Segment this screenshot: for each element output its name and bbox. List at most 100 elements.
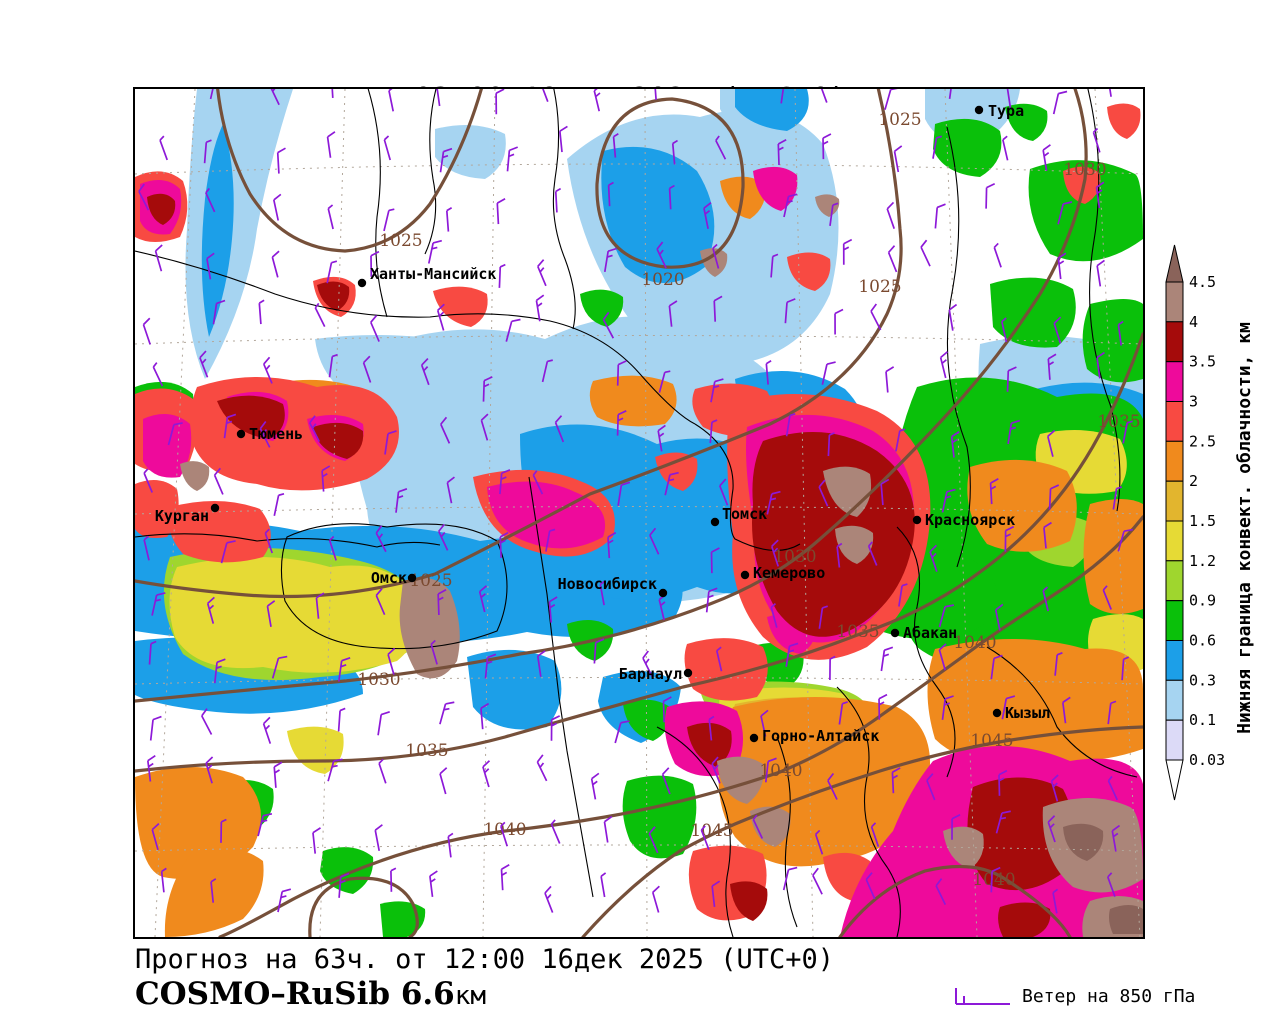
colorbar-tick: 0.6 — [1189, 632, 1216, 650]
wind-barb — [884, 89, 900, 110]
wind-barb — [1121, 656, 1130, 681]
map-canvas: 1020 1025 1025 1025 1025 1030 1030 1030 1035 1035… — [133, 87, 1145, 939]
cloud-base-blob — [143, 414, 192, 478]
isobar-label: 1035 — [836, 622, 879, 642]
city-label-Барнаул: Барнаул — [619, 665, 682, 683]
wind-barb — [941, 488, 956, 513]
wind-barb — [657, 424, 666, 452]
wind-barb — [437, 588, 447, 616]
wind-barb — [710, 547, 720, 574]
wind-barb — [812, 867, 823, 895]
city-markers: Тура Ханты-Мансийск Тюмень Курган Омск Новоси… — [155, 102, 1050, 745]
wind-barb — [205, 187, 216, 213]
wind-barb — [766, 490, 781, 515]
wind-barb — [167, 422, 183, 446]
wind-barb — [898, 583, 908, 607]
cloud-base-blob — [815, 194, 840, 217]
wind-barb — [395, 488, 408, 513]
city-dot-Красноярск — [912, 515, 922, 525]
wind-barb — [499, 469, 511, 495]
wind-barb — [276, 147, 286, 174]
wind-barbs-850hpa — [138, 89, 1134, 914]
wind-barb — [1007, 419, 1021, 445]
wind-barb — [205, 756, 214, 784]
wind-barb — [602, 311, 615, 339]
wind-barb-icon — [955, 988, 1010, 1005]
wind-barb — [671, 139, 678, 165]
wind-barb — [939, 351, 949, 379]
isobar-label: 1025 — [878, 110, 921, 130]
wind-barb — [439, 147, 453, 173]
colorbar-segment — [1165, 361, 1184, 402]
wind-barb — [1047, 353, 1057, 380]
wind-barb — [603, 815, 613, 843]
colorbar-segment — [1165, 679, 1184, 721]
cloud-base-blob — [1107, 103, 1141, 139]
wind-barb — [484, 653, 497, 679]
wind-barb — [617, 481, 631, 506]
wind-barb — [309, 415, 321, 442]
wind-barb — [445, 207, 453, 232]
wind-barb — [337, 657, 351, 682]
colorbar-segment — [1165, 520, 1184, 562]
wind-barb — [705, 587, 718, 613]
wind-barb — [138, 183, 150, 211]
cloud-base-blob — [217, 395, 285, 439]
wind-barb — [427, 239, 442, 264]
cloud-base-blob — [787, 252, 831, 291]
wind-barb — [273, 492, 285, 516]
cloud-base-blob — [684, 638, 768, 701]
wind-barb — [661, 767, 671, 795]
wind-barb — [273, 193, 282, 221]
wind-barb — [199, 350, 209, 378]
city-label-Томск: Томск — [722, 505, 767, 523]
wind-barb — [440, 416, 451, 444]
wind-barb — [770, 602, 778, 628]
wind-barb — [1117, 320, 1124, 346]
wind-barb — [496, 197, 506, 225]
wind-barb — [1046, 429, 1056, 457]
wind-barb — [439, 767, 448, 795]
city-dot-Барнаул — [683, 668, 693, 678]
wind-barb — [1122, 420, 1133, 444]
cloud-base-blob — [700, 248, 728, 277]
wind-barb — [926, 773, 936, 801]
wind-barb — [989, 477, 999, 505]
wind-barb — [603, 247, 617, 273]
wind-barb — [500, 821, 509, 847]
colorbar-tick: 1.5 — [1189, 512, 1216, 530]
colorbar-segment — [1165, 281, 1184, 323]
wind-barb — [151, 592, 166, 616]
wind-barb — [941, 695, 954, 720]
wind-barb — [880, 646, 894, 672]
model-info: COSMO–RuSib 6.6км — [135, 976, 486, 1012]
wind-barb — [770, 539, 780, 567]
cloud-base-blob — [313, 422, 364, 459]
colorbar-segment — [1165, 401, 1184, 442]
wind-barb — [223, 413, 237, 439]
isobar-label: 1030 — [773, 547, 816, 567]
wind-barb — [327, 204, 334, 230]
wind-barb — [554, 187, 562, 213]
colorbar-segment — [1165, 440, 1184, 482]
wind-barb — [880, 478, 890, 506]
wind-barb — [842, 238, 853, 265]
wind-barb — [273, 761, 283, 788]
wind-barb — [951, 813, 961, 840]
wind-barb — [1061, 696, 1071, 724]
colorbar-segment — [1165, 321, 1184, 363]
wind-barb — [495, 89, 505, 115]
isobar-label: 1045 — [970, 731, 1013, 751]
wind-barb — [715, 646, 723, 672]
wind-barb — [1054, 652, 1063, 676]
wind-barb — [1057, 252, 1067, 280]
wind-barb — [814, 829, 824, 855]
wind-barb — [370, 314, 380, 342]
cloud-base-blob — [580, 289, 624, 327]
colorbar-tick: 0.1 — [1189, 711, 1216, 729]
wind-barb — [760, 709, 769, 737]
wind-barb — [160, 867, 167, 893]
wind-barb — [827, 772, 838, 800]
wind-barb — [257, 812, 273, 837]
cloud-base-blob — [589, 375, 677, 427]
